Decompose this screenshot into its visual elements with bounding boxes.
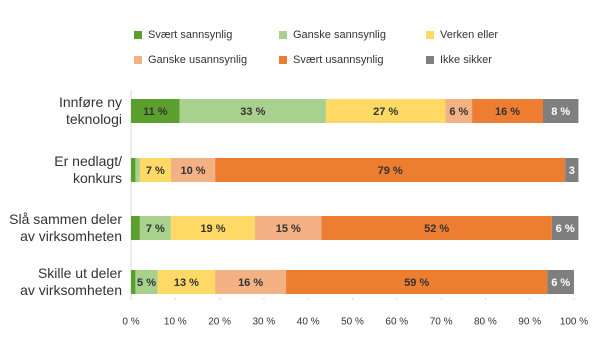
y-tick-label: Skille ut deler av virksomheten — [20, 265, 122, 298]
bar-segment — [170, 216, 256, 240]
bar-segment — [542, 99, 579, 123]
bar-segment — [131, 158, 136, 182]
x-tick-label: 20 % — [208, 317, 231, 328]
bar-segment — [551, 216, 579, 240]
data-label: 13 % — [174, 277, 199, 289]
legend-swatch — [426, 56, 434, 64]
data-label: 3 — [569, 165, 575, 177]
x-tick-label: 50 % — [341, 317, 364, 328]
x-tick-label: 70 % — [430, 317, 453, 328]
legend-label: Svært usannsynlig — [293, 54, 384, 66]
bar-segment — [139, 216, 171, 240]
x-tick-label: 90 % — [518, 317, 541, 328]
legend-label: Svært sannsynlig — [148, 29, 232, 41]
x-tick-label: 30 % — [253, 317, 276, 328]
bar-segment — [131, 270, 136, 294]
y-tick-label: Slå sammen deler av virksomheten — [9, 211, 122, 244]
bar-segment — [135, 158, 140, 182]
data-label: 27 % — [373, 106, 398, 118]
bar-segment — [131, 216, 140, 240]
data-label: 6 % — [449, 106, 468, 118]
legend-label: Ganske sannsynlig — [293, 29, 386, 41]
data-label: 11 % — [143, 106, 168, 118]
legend-label: Ikke sikker — [440, 54, 492, 66]
bar-segment — [135, 270, 158, 294]
x-tick-label: 60 % — [385, 317, 408, 328]
bar-segment — [325, 99, 446, 123]
bar-segment — [215, 270, 287, 294]
legend-swatch — [134, 31, 142, 39]
data-label: 8 % — [551, 106, 570, 118]
data-label: 19 % — [200, 223, 225, 235]
data-label: 10 % — [180, 165, 205, 177]
bar-segment — [157, 270, 216, 294]
data-label: 33 % — [240, 106, 265, 118]
bar-segment — [547, 270, 574, 294]
data-label: 6 % — [556, 223, 575, 235]
data-label: 7 % — [146, 223, 165, 235]
x-tick-label: 10 % — [164, 317, 187, 328]
bar-segment — [565, 158, 579, 182]
data-label: 16 % — [495, 106, 520, 118]
bar-segment — [255, 216, 322, 240]
y-tick-label: Er nedlagt/ konkurs — [54, 153, 122, 186]
y-tick-label: Innføre ny teknologi — [58, 94, 122, 127]
bar-segment — [170, 158, 216, 182]
x-tick-label: 0 % — [122, 317, 139, 328]
data-label: 15 % — [276, 223, 301, 235]
bar-segment — [131, 99, 180, 123]
legend-label: Verken eller — [440, 29, 498, 41]
data-label: 79 % — [378, 165, 403, 177]
bar-segment — [286, 270, 548, 294]
data-label: 52 % — [424, 223, 449, 235]
data-label: 7 % — [146, 165, 165, 177]
bar-segment — [472, 99, 543, 123]
data-label: 16 % — [238, 277, 263, 289]
data-label: 5 % — [137, 277, 156, 289]
bar-segment — [215, 158, 566, 182]
data-label: 59 % — [404, 277, 429, 289]
legend-swatch — [134, 56, 142, 64]
x-tick-label: 80 % — [474, 317, 497, 328]
bar-segment — [321, 216, 552, 240]
legend-swatch — [279, 31, 287, 39]
bar-segment — [179, 99, 326, 123]
data-label: 6 % — [551, 277, 570, 289]
bar-segment — [139, 158, 171, 182]
legend-label: Ganske usannsynlig — [148, 54, 247, 66]
bar-segment — [445, 99, 473, 123]
legend-swatch — [279, 56, 287, 64]
x-tick-label: 40 % — [297, 317, 320, 328]
x-tick-label: 100 % — [560, 317, 588, 328]
legend-swatch — [426, 31, 434, 39]
